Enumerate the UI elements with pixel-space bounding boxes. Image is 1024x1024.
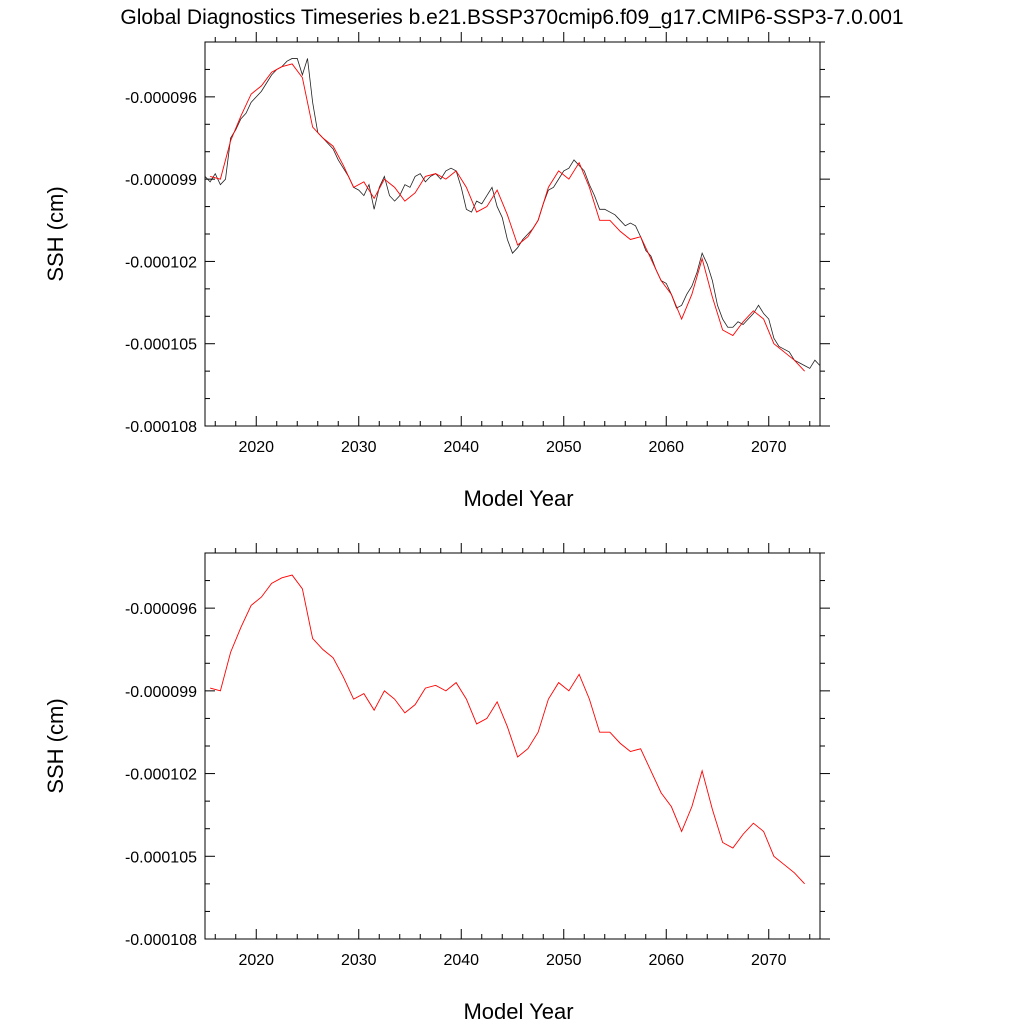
- x-tick-label: 2020: [238, 439, 274, 456]
- y-tick-label: -0.000108: [125, 932, 197, 949]
- y-tick-label: -0.000099: [125, 172, 197, 189]
- y-tick-label: -0.000108: [125, 419, 197, 436]
- y-axis-title: SSH (cm): [43, 186, 68, 281]
- x-tick-label: 2020: [238, 952, 274, 969]
- figure-title: Global Diagnostics Timeseries b.e21.BSSP…: [120, 6, 903, 29]
- x-tick-label: 2040: [443, 952, 479, 969]
- y-axis-title: SSH (cm): [43, 698, 68, 793]
- x-tick-label: 2050: [546, 952, 582, 969]
- x-tick-label: 2060: [648, 952, 684, 969]
- series-annual-line: [210, 574, 805, 885]
- y-tick-label: -0.000096: [125, 90, 197, 107]
- x-tick-label: 2030: [341, 439, 377, 456]
- bottom-annual-panel: 2020 2030 2040 2050 2060 2070 -0.000108 -0.0001…: [43, 543, 830, 1024]
- series-monthly-line: [205, 58, 820, 369]
- x-tick-label: 2060: [648, 439, 684, 456]
- plot-frame: [204, 41, 821, 427]
- series-annual-line: [210, 63, 805, 372]
- y-tick-label: -0.000096: [125, 601, 197, 618]
- y-tick-label: -0.000102: [125, 767, 197, 784]
- y-tick-label: -0.000105: [125, 849, 197, 866]
- x-tick-label: 2030: [341, 952, 377, 969]
- y-tick-label: -0.000099: [125, 684, 197, 701]
- top-timeseries-panel: 2020 2030 2040 2050 2060 2070 -0.000108 -0.0001…: [43, 32, 830, 511]
- x-axis-title: Model Year: [463, 999, 573, 1024]
- x-tick-label: 2050: [546, 439, 582, 456]
- x-axis-title: Model Year: [463, 486, 573, 511]
- y-tick-label: -0.000105: [125, 337, 197, 354]
- x-tick-label: 2040: [443, 439, 479, 456]
- plot-frame: [204, 552, 821, 940]
- y-tick-label: -0.000102: [125, 254, 197, 271]
- x-tick-label: 2070: [751, 439, 787, 456]
- x-tick-label: 2070: [751, 952, 787, 969]
